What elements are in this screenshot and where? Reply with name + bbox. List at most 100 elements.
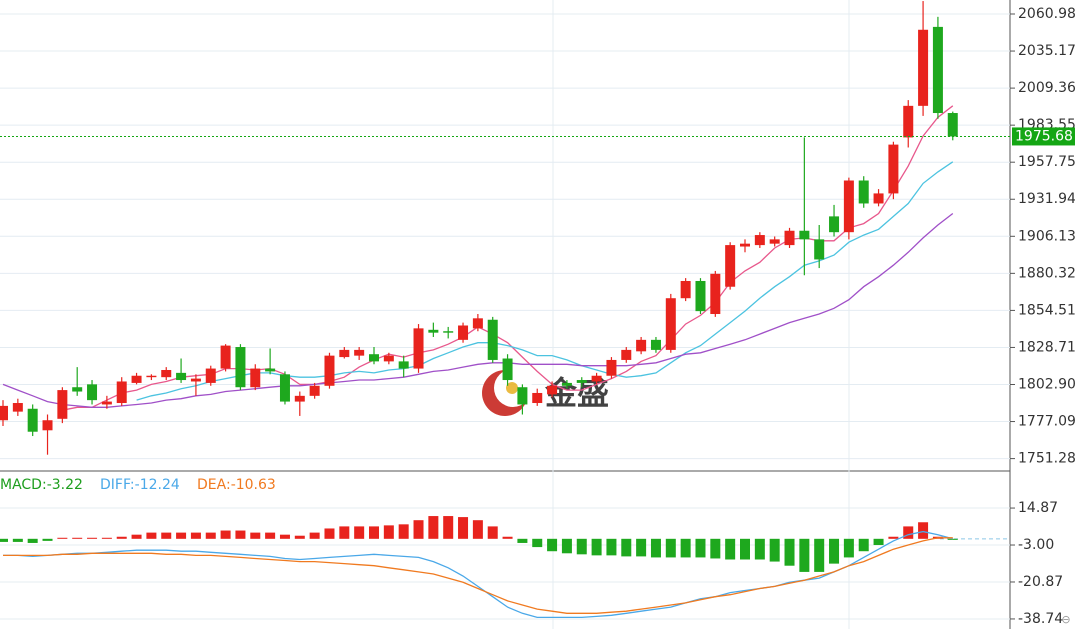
- candle-body: [725, 245, 736, 287]
- y-tick-label: 2060.98: [1018, 6, 1075, 22]
- macd-bar: [532, 538, 543, 548]
- macd-bar: [814, 538, 825, 572]
- macd-bar: [650, 538, 661, 558]
- candle-body: [665, 298, 676, 350]
- candle-body: [413, 328, 424, 369]
- macd-bar: [57, 537, 68, 539]
- diff-line: [3, 530, 953, 619]
- candle-body: [250, 368, 261, 388]
- candle-body: [784, 230, 795, 246]
- watermark: 金盛: [482, 369, 609, 416]
- macd-bar: [294, 535, 305, 539]
- macd-bar: [502, 536, 513, 539]
- macd-bar: [487, 526, 498, 539]
- candle-body: [947, 113, 958, 137]
- macd-bar: [799, 538, 810, 572]
- candle-body: [72, 387, 83, 392]
- macd-bar: [873, 538, 884, 546]
- macd-bar: [695, 538, 706, 558]
- candle-body: [0, 405, 8, 421]
- macd-bar: [725, 538, 736, 560]
- macd-bar: [339, 526, 350, 539]
- y-tick-label: 1906.13: [1018, 228, 1075, 244]
- candle-body: [294, 395, 305, 402]
- candle-body: [324, 355, 335, 386]
- macd-bar: [769, 538, 780, 562]
- macd-bar: [176, 532, 187, 539]
- macd-bar: [309, 532, 320, 539]
- macd-bar: [0, 538, 8, 542]
- candle-body: [621, 349, 632, 360]
- macd-bar: [903, 526, 914, 539]
- candle-body: [650, 339, 661, 350]
- candle-body: [398, 361, 409, 369]
- candle-body: [472, 318, 483, 329]
- candle-body: [532, 392, 543, 404]
- macd-bar: [190, 532, 201, 539]
- macd-bar: [398, 524, 409, 539]
- macd-bar: [636, 538, 647, 557]
- y-tick-label: 2009.36: [1018, 80, 1075, 96]
- macd-bar: [547, 538, 558, 552]
- candle-body: [814, 239, 825, 260]
- macd-bar: [784, 538, 795, 566]
- y-tick-label: 1854.51: [1018, 302, 1075, 318]
- candle-body: [428, 329, 439, 333]
- candle-body: [161, 369, 172, 378]
- macd-bar: [918, 522, 929, 539]
- macd-bar: [235, 530, 246, 539]
- macd-bar: [72, 537, 83, 539]
- candle-body: [517, 387, 528, 405]
- dea-legend-value: -10.63: [231, 477, 276, 493]
- macd-bar: [606, 538, 617, 556]
- macd-bar: [265, 532, 276, 539]
- macd-bar: [383, 525, 394, 539]
- y-tick-label: 14.87: [1018, 500, 1058, 516]
- last-price-tag: [1012, 127, 1075, 146]
- macd-bar: [369, 526, 379, 539]
- candle-body: [740, 243, 750, 247]
- macd-bar: [42, 538, 53, 541]
- last-price-label: 1975.68: [1015, 128, 1073, 144]
- candle-body: [443, 331, 454, 333]
- y-tick-label: 2035.17: [1018, 43, 1075, 59]
- candle-body: [265, 368, 276, 372]
- diff-legend-value: -12.24: [135, 477, 180, 493]
- macd-bar: [27, 538, 38, 543]
- macd-bar: [116, 536, 127, 539]
- candle-body: [680, 280, 691, 299]
- candle-body: [131, 375, 142, 383]
- candle-body: [354, 349, 365, 356]
- zoom-icon[interactable]: ⊖: [1061, 613, 1070, 626]
- macd-bar: [146, 532, 157, 539]
- macd-bar: [161, 532, 172, 539]
- candle-body: [903, 105, 914, 138]
- candle-body: [843, 180, 854, 233]
- macd-bar: [12, 538, 23, 542]
- candle-body: [383, 355, 394, 362]
- candle-body: [190, 378, 201, 382]
- macd-bar: [458, 517, 469, 539]
- macd-bar: [517, 538, 528, 543]
- candle-body: [799, 230, 810, 240]
- macd-bar: [740, 538, 750, 560]
- diff-legend-label: DIFF:: [100, 477, 135, 493]
- candle-body: [309, 385, 320, 396]
- candle-body: [754, 235, 765, 246]
- candle-body: [339, 349, 350, 358]
- dea-legend: DEA:-10.63: [197, 477, 276, 493]
- macd-bar: [665, 538, 676, 558]
- macd-bar: [710, 538, 721, 559]
- candle-body: [369, 354, 379, 362]
- macd-bar: [858, 538, 869, 552]
- macd-bar: [428, 516, 439, 539]
- macd-legend: MACD:-3.22: [0, 477, 83, 493]
- y-tick-label: 1828.71: [1018, 339, 1075, 355]
- y-tick-label: -20.87: [1018, 574, 1063, 590]
- candle-body: [27, 408, 38, 432]
- ma-line: [136, 161, 954, 401]
- candle-body: [932, 26, 943, 114]
- macd-bar: [561, 538, 572, 554]
- y-tick-label: 1957.75: [1018, 154, 1075, 170]
